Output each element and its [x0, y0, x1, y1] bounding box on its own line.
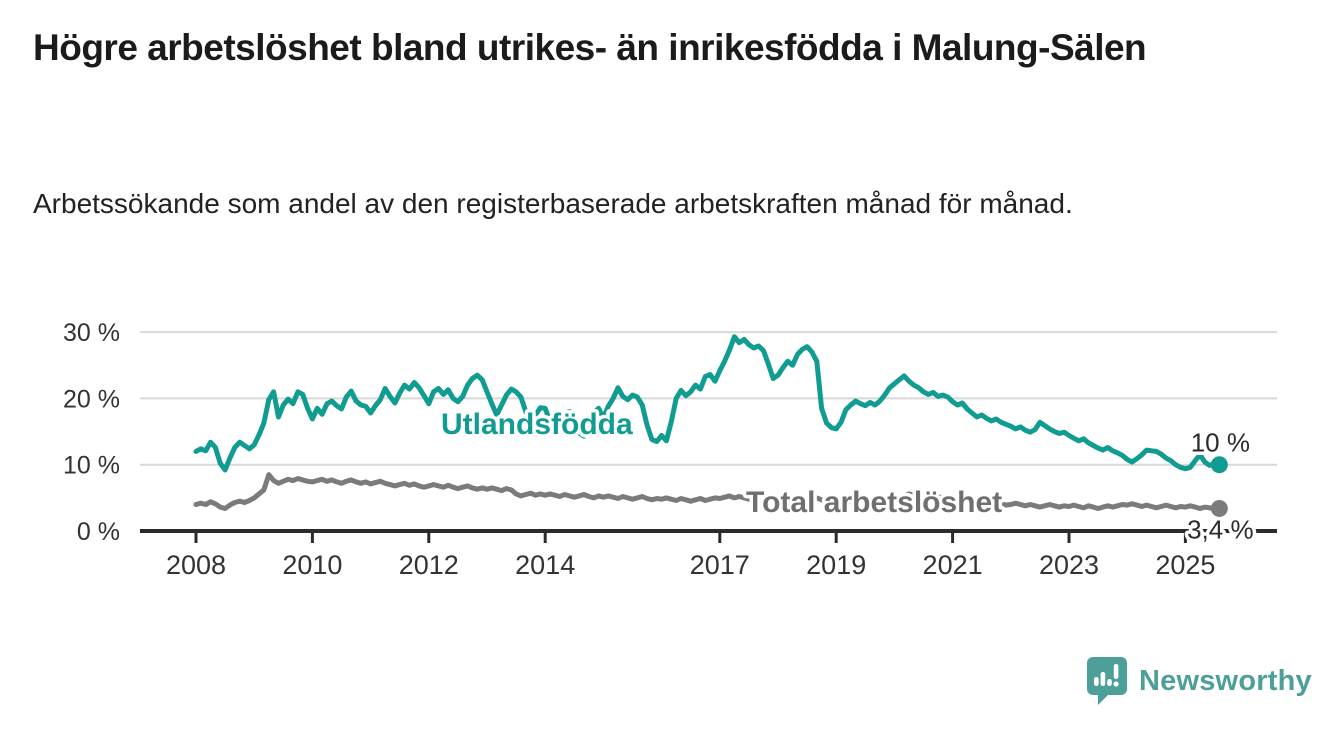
bar-3	[1107, 679, 1112, 686]
bar-2	[1100, 672, 1106, 686]
series-end-value-label: 3,4 %	[1187, 514, 1254, 544]
y-tick-label: 0 %	[77, 518, 120, 546]
speech-bubble-shape	[1087, 657, 1127, 705]
newsworthy-logo: Newsworthy	[1086, 656, 1312, 706]
chart-title: Högre arbetslöshet bland utrikes- än inr…	[33, 27, 1147, 68]
speech-bubble-bar-chart-icon	[1087, 657, 1127, 705]
exclamation-bar	[1113, 664, 1119, 679]
exclamation-dot	[1113, 681, 1119, 687]
series-end-value-label: 10 %	[1191, 428, 1250, 458]
x-tick-label: 2008	[166, 550, 226, 580]
series-line-utlandsfodda	[193, 334, 1222, 473]
x-tick-label: 2010	[282, 550, 342, 580]
series-end-dot-1	[1210, 499, 1228, 517]
chart-subtitle: Arbetssökande som andel av den registerb…	[33, 188, 1073, 219]
x-tick-label: 2017	[690, 550, 750, 580]
x-tick-label: 2019	[806, 550, 866, 580]
series-line-total	[193, 472, 1222, 512]
x-tick-label: 2025	[1155, 550, 1215, 580]
x-tick-label: 2014	[515, 550, 575, 580]
x-tick-label: 2023	[1039, 550, 1099, 580]
series-name-label: Total arbetslöshet	[746, 486, 1002, 519]
y-tick-label: 30 %	[63, 319, 120, 347]
bar-1	[1094, 677, 1099, 686]
x-tick-label: 2021	[923, 550, 983, 580]
series-end-dot-0	[1210, 456, 1228, 474]
x-tick-label: 2012	[399, 550, 459, 580]
newsworthy-logo-text: Newsworthy	[1139, 664, 1312, 697]
y-tick-label: 10 %	[63, 452, 120, 480]
y-tick-label: 20 %	[63, 385, 120, 413]
series-name-label: Utlandsfödda	[441, 408, 633, 441]
